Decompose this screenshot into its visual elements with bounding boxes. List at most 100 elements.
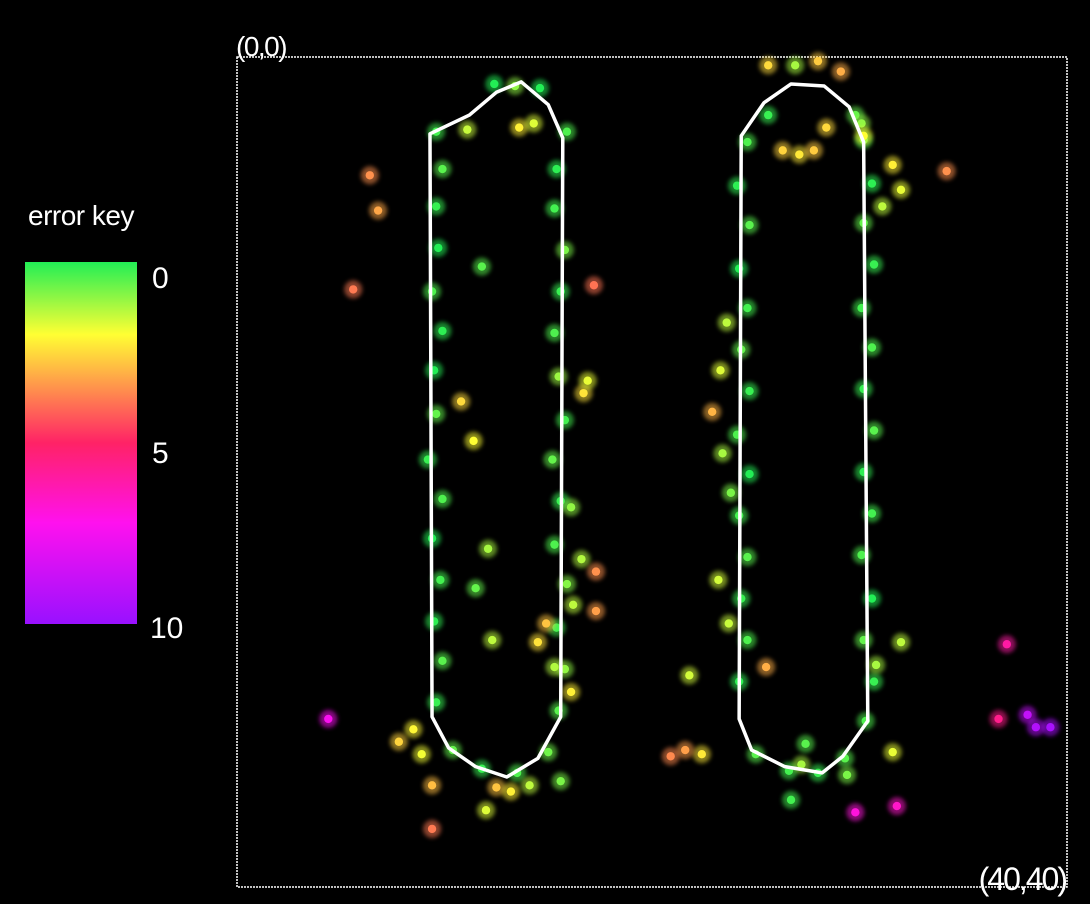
data-point [418,450,437,469]
data-point [572,550,591,569]
data-point [501,782,520,801]
data-point [433,489,452,508]
data-point [717,313,736,332]
data-point [740,216,759,235]
data-point [937,162,956,181]
data-point [711,361,730,380]
data-point [427,693,446,712]
data-point [854,463,873,481]
data-point [804,141,823,160]
data-point [584,276,603,295]
data-point [551,772,570,791]
data-point [433,160,452,179]
ground-truth-outline-2 [737,82,870,775]
data-point [854,631,873,650]
data-point [713,444,732,463]
data-point [477,801,495,820]
data-point [865,672,884,691]
data-point [782,790,801,809]
data-point [545,658,564,677]
data-point [431,570,450,589]
data-point [537,614,556,633]
data-point [586,602,605,621]
data-point [661,747,680,766]
data-point [865,421,884,440]
data-point [759,106,778,125]
data-point [360,166,379,185]
data-point [479,539,498,558]
data-point [728,176,747,195]
data-point [740,382,759,401]
data-point [728,425,747,444]
data-point [564,595,583,614]
data-point [773,141,792,160]
data-point [740,465,759,484]
data-point [790,145,809,164]
error-points [319,52,1060,838]
error-key-tick-0: 0 [152,262,169,295]
plot-frame [236,56,1068,888]
data-point [865,255,884,274]
data-point [703,402,722,421]
data-point [545,323,564,342]
data-point [738,631,757,650]
data-point [692,745,711,764]
data-point [458,120,477,139]
data-point [738,548,757,567]
data-point [404,720,423,739]
data-point [586,562,605,581]
data-point [524,114,543,133]
data-point [1041,718,1060,737]
data-point [433,321,452,340]
data-point [545,535,564,554]
data-point [520,776,539,795]
error-key-tick-5: 5 [152,437,169,470]
data-point [883,743,902,762]
data-point [452,392,471,411]
data-point [562,682,581,701]
data-point [862,338,881,357]
data-point [852,299,871,318]
data-point [887,797,906,816]
data-point [545,199,564,218]
data-point [483,631,502,650]
data-point [543,450,562,469]
data-point [796,734,815,753]
data-point [867,655,886,674]
data-point [555,240,574,259]
data-point [831,62,850,81]
data-point [786,56,805,75]
data-point [433,651,452,670]
data-point [1026,718,1045,737]
data-point [425,612,444,631]
data-point [738,299,757,318]
data-point [892,180,910,199]
data-point [472,257,491,276]
data-point [549,367,568,386]
data-point [344,280,363,299]
data-point [464,431,483,450]
data-point [719,614,738,633]
data-point [757,658,776,677]
error-key-tick-10: 10 [150,612,184,645]
data-point [838,765,857,784]
data-point [817,118,836,137]
data-point [578,371,597,390]
data-point [862,174,881,193]
origin-label: (0,0) [236,31,286,62]
data-point [562,498,581,517]
data-point [510,118,529,137]
data-point [892,633,910,652]
data-point [555,411,574,430]
data-point [846,803,865,822]
data-point [425,361,444,380]
ground-truth-outline-1 [428,80,565,779]
data-point [487,778,506,797]
data-point [423,776,442,795]
data-point [549,701,568,720]
data-point [429,238,448,257]
data-point [873,197,892,216]
data-point [412,745,431,764]
data-point [389,732,408,751]
